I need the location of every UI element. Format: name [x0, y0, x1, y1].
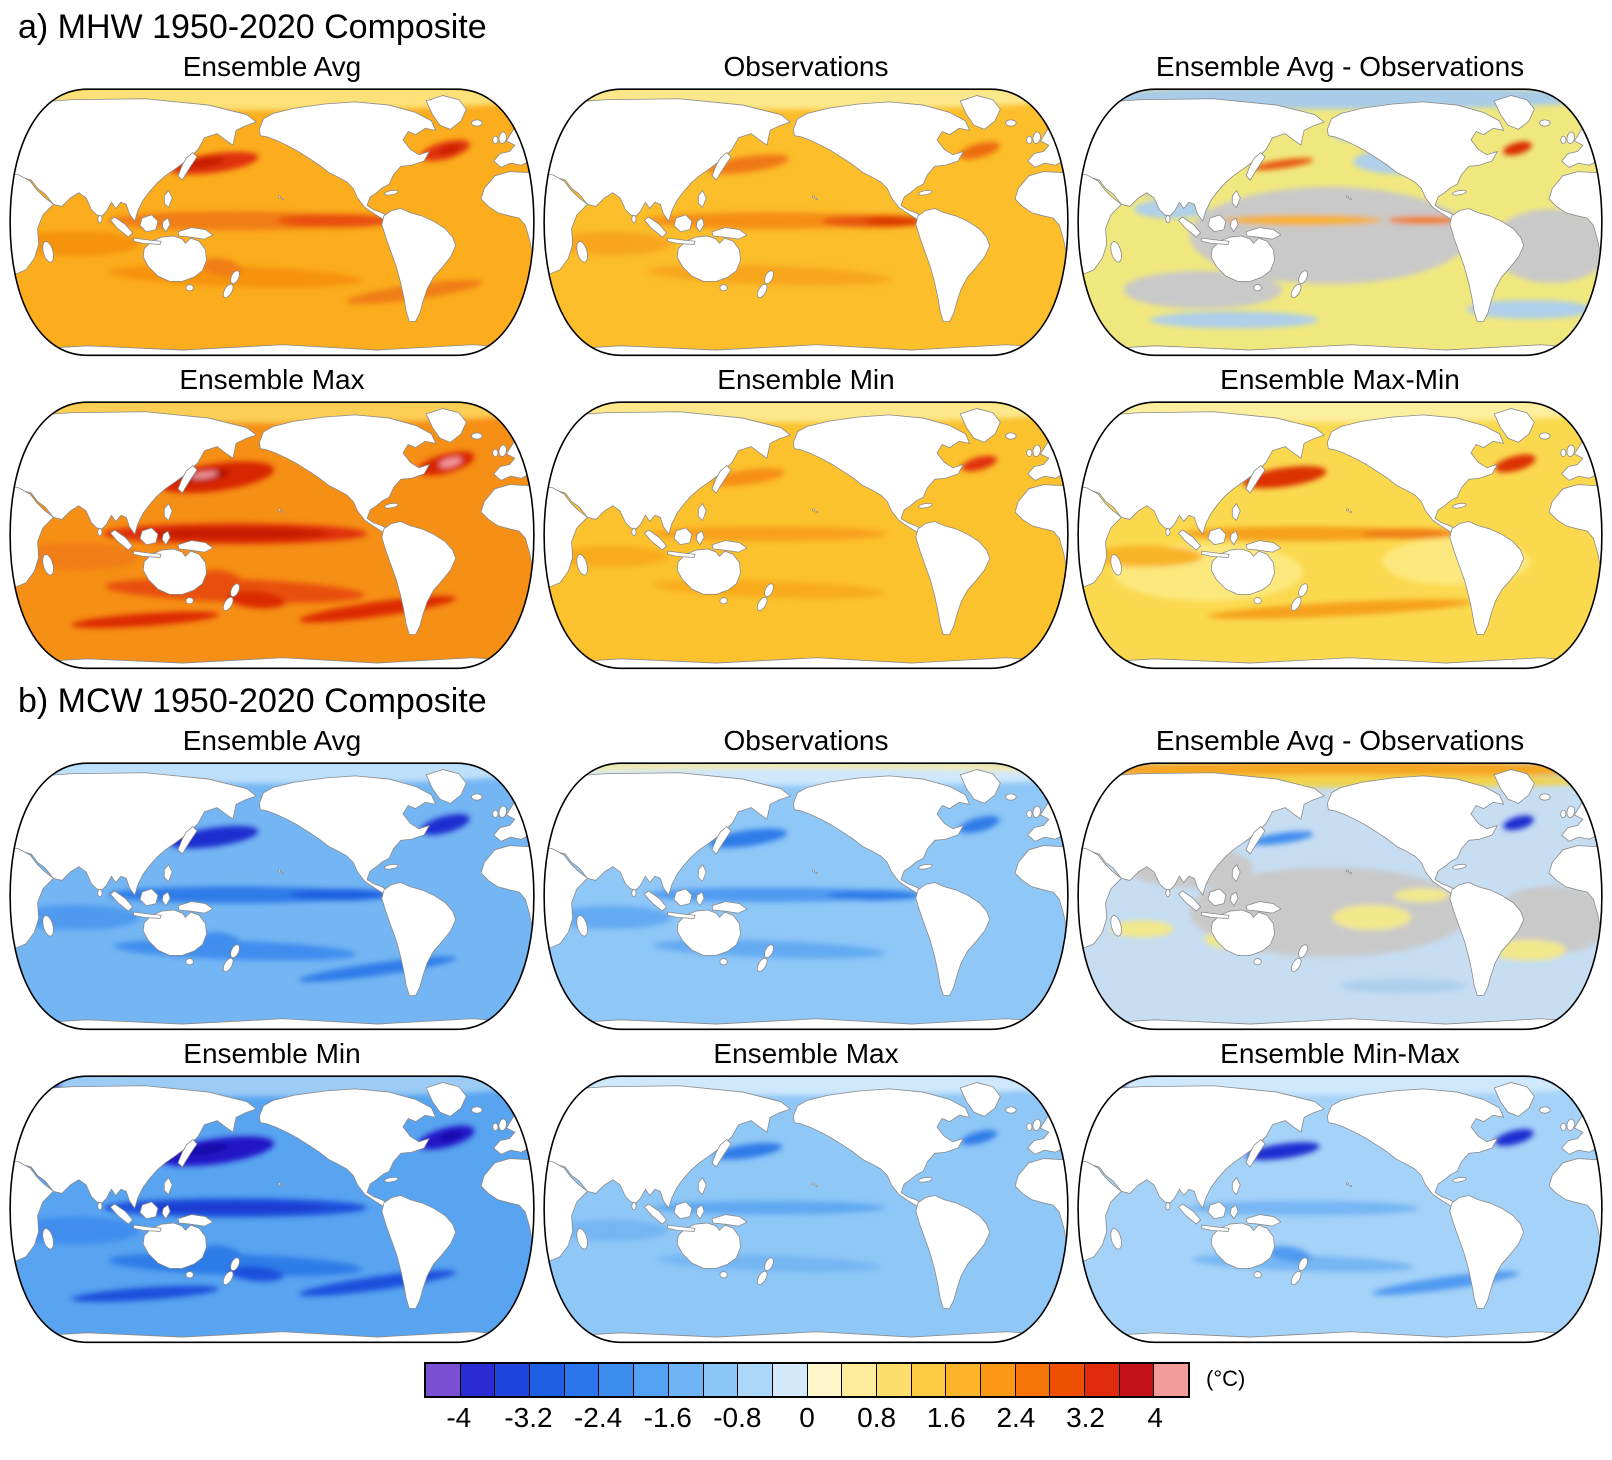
- colorbar-tick-label: -4: [446, 1402, 472, 1434]
- colorbar-tick-label: 2.4: [996, 1402, 1036, 1434]
- map-title: Ensemble Min-Max: [1220, 1037, 1460, 1069]
- colorbar-segment: [1085, 1364, 1120, 1397]
- map-cell: Ensemble Avg: [8, 49, 536, 360]
- world-map: [9, 1075, 535, 1343]
- map-title: Ensemble Max: [713, 1037, 899, 1069]
- panel-a-map-grid: Ensemble Avg Observations Ensemble Avg - O…: [0, 49, 1612, 672]
- colorbar-segment: [842, 1364, 877, 1397]
- map-title: Ensemble Max-Min: [1220, 363, 1460, 395]
- colorbar-segment: [703, 1364, 739, 1397]
- map-title: Ensemble Avg - Observations: [1155, 51, 1525, 82]
- colorbar-tick-label: 4: [1147, 1402, 1163, 1434]
- map-title: Ensemble Min: [717, 363, 895, 395]
- world-map: [543, 1075, 1069, 1343]
- colorbar-segment: [911, 1364, 947, 1397]
- colorbar-segment: [530, 1364, 565, 1397]
- panel-b-title: b) MCW 1950-2020 Composite: [18, 682, 487, 721]
- colorbar-segment: [981, 1364, 1016, 1397]
- world-map: [543, 88, 1069, 357]
- world-map: [543, 762, 1069, 1031]
- colorbar-segment: [1119, 1364, 1155, 1397]
- panel-a: a) MHW 1950-2020 Composite Ensemble Avg O…: [0, 8, 1612, 672]
- world-map: [1077, 1075, 1603, 1343]
- map-cell: Ensemble Max: [8, 362, 536, 673]
- map-cell: Observations: [542, 49, 1070, 360]
- colorbar-segment: [599, 1364, 635, 1397]
- colorbar-tick-label: 0.8: [857, 1402, 897, 1434]
- colorbar-segment: [772, 1364, 808, 1397]
- world-map: [1077, 88, 1603, 357]
- colorbar-tick-label: 1.6: [926, 1402, 966, 1434]
- world-map: [9, 762, 535, 1031]
- colorbar-labels: -4 -3.2 -2.4 -1.6 -0.8 0 0.8 1.6 2.4 3.2 4: [424, 1402, 1190, 1442]
- colorbar-segment: [807, 1364, 843, 1397]
- world-map: [9, 400, 535, 669]
- colorbar-segment: [495, 1364, 531, 1397]
- panel-b-map-grid: Ensemble Avg Observations Ensemble Avg - O…: [0, 723, 1612, 1346]
- colorbar: -4 -3.2 -2.4 -1.6 -0.8 0 0.8 1.6 2.4 3.2 4 (°C): [0, 1358, 1612, 1458]
- colorbar-tick-label: -0.8: [713, 1402, 762, 1434]
- colorbar-segment: [738, 1364, 773, 1397]
- colorbar-segment: [1050, 1364, 1086, 1397]
- map-title: Observations: [723, 51, 889, 82]
- map-cell: Ensemble Avg: [8, 723, 536, 1034]
- colorbar-segment: [876, 1364, 912, 1397]
- map-cell: Ensemble Min: [542, 362, 1070, 673]
- map-cell: Ensemble Avg - Observations: [1076, 723, 1604, 1034]
- map-title: Ensemble Avg: [182, 725, 362, 757]
- map-title: Ensemble Min: [183, 1037, 361, 1069]
- colorbar-segment: [426, 1364, 461, 1397]
- colorbar-segment: [1015, 1364, 1051, 1397]
- colorbar-tick-label: 3.2: [1066, 1402, 1105, 1434]
- map-title: Ensemble Avg - Observations: [1155, 725, 1525, 757]
- map-cell: Ensemble Min: [8, 1036, 536, 1347]
- panel-a-title: a) MHW 1950-2020 Composite: [18, 8, 487, 46]
- map-cell: Ensemble Max-Min: [1076, 362, 1604, 673]
- map-cell: Ensemble Avg - Observations: [1076, 49, 1604, 360]
- colorbar-tick-label: -3.2: [504, 1402, 553, 1434]
- map-cell: Observations: [542, 723, 1070, 1034]
- map-title: Observations: [723, 725, 889, 757]
- world-map: [1077, 762, 1603, 1031]
- world-map: [1077, 400, 1603, 669]
- colorbar-bar: [424, 1362, 1190, 1399]
- colorbar-tick-label: -2.4: [573, 1402, 623, 1434]
- colorbar-unit-label: (°C): [1206, 1366, 1246, 1392]
- map-title: Ensemble Max: [179, 363, 365, 395]
- map-title: Ensemble Avg: [182, 51, 362, 82]
- world-map: [543, 400, 1069, 669]
- colorbar-segment: [1154, 1364, 1189, 1397]
- colorbar-segment: [634, 1364, 669, 1397]
- map-cell: Ensemble Min-Max: [1076, 1036, 1604, 1347]
- panel-b: b) MCW 1950-2020 Composite Ensemble Avg O…: [0, 682, 1612, 1346]
- colorbar-segment: [564, 1364, 600, 1397]
- colorbar-segment: [668, 1364, 704, 1397]
- colorbar-tick-label: 0: [799, 1402, 815, 1434]
- world-map: [9, 88, 535, 357]
- map-cell: Ensemble Max: [542, 1036, 1070, 1347]
- colorbar-segment: [460, 1364, 496, 1397]
- colorbar-segment: [946, 1364, 981, 1397]
- colorbar-tick-label: -1.6: [643, 1402, 692, 1434]
